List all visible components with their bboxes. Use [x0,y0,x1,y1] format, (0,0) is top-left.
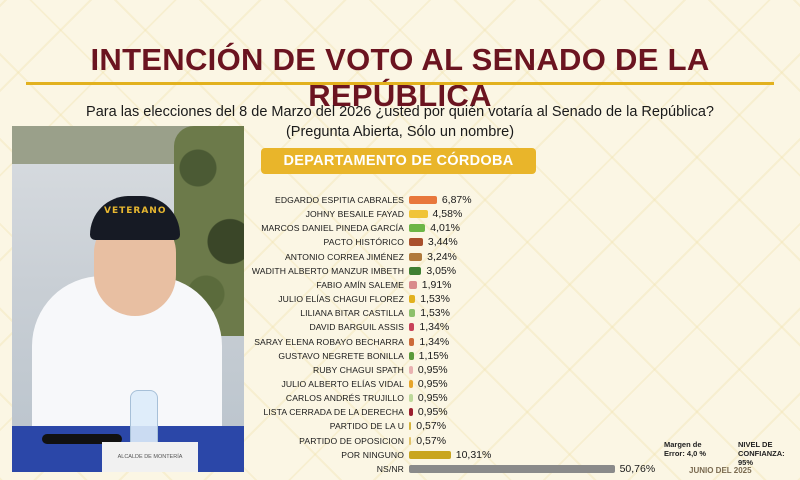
category-label: NS/NR [376,463,404,474]
bar [409,224,426,233]
category-label: DAVID BARGUIL ASSIS [309,322,404,333]
margin-line-1: Margen de [664,440,702,449]
photo-water-bottle [130,390,158,450]
category-label: PARTIDO DE LA U [329,421,404,432]
bar [409,379,413,388]
confidence-note: NIVEL DE CONFIANZA: 95% [738,440,800,467]
question-line-1: Para las elecciones del 8 de Marzo del 2… [86,104,714,120]
photo-cap [90,196,180,240]
category-label: MARCOS DANIEL PINEDA GARCÍA [261,223,404,234]
category-label: WADITH ALBERTO MANZUR IMBETH [251,265,404,276]
category-label: ANTONIO CORREA JIMÉNEZ [284,251,404,262]
category-label: GUSTAVO NEGRETE BONILLA [278,350,404,361]
bar [409,196,437,204]
value-label: 1,15% [418,349,449,362]
confidence-line-2: CONFIANZA: 95% [738,449,785,467]
category-label: FABIO AMÍN SALEME [316,279,404,290]
value-label: 0,95% [417,377,448,390]
bar [409,450,451,459]
category-label: PACTO HISTÓRICO [323,237,404,248]
bar [409,464,615,473]
value-label: 0,95% [417,392,448,405]
bar [409,309,416,318]
value-label: 1,34% [419,335,450,348]
bar [409,280,417,289]
value-label: 0,95% [417,406,448,419]
bar [409,351,414,360]
category-label: LISTA CERRADA DE LA DERECHA [263,407,404,418]
photo-cap-text: VETERANO [104,206,167,216]
category-label: LILIANA BITAR CASTILLA [300,308,404,319]
confidence-line-1: NIVEL DE [738,440,773,449]
bar [409,295,416,304]
bar [409,365,413,374]
bar [409,210,428,219]
margin-of-error-note: Margen de Error: 4,0 % [664,440,706,458]
bar [409,252,423,261]
value-label: 1,53% [420,307,450,320]
value-label: 0,57% [416,420,447,433]
value-label: 3,05% [426,264,457,277]
category-label: JULIO ALBERTO ELÍAS VIDAL [281,378,404,389]
value-label: 4,58% [432,208,463,221]
survey-question: Para las elecciones del 8 de Marzo del 2… [0,102,800,142]
value-label: 0,95% [417,363,448,376]
category-label: JOHNY BESAILE FAYAD [305,209,404,220]
candidate-photo: VETERANO ALCALDE DE MONTERÍA [12,126,244,472]
bar [409,323,415,332]
value-label: 4,01% [430,222,461,235]
bar [409,408,413,417]
bar [409,436,412,445]
category-label: JULIO ELÍAS CHAGUI FLOREZ [278,294,404,305]
margin-line-2: Error: 4,0 % [664,449,707,458]
bar [409,422,412,431]
category-label: EDGARDO ESPITIA CABRALES [275,195,404,205]
bar [409,337,415,346]
value-label: 3,44% [427,236,458,249]
category-label: SARAY ELENA ROBAYO BECHARRA [254,336,404,347]
photo-microphone [42,434,122,444]
photo-nameplate: ALCALDE DE MONTERÍA [102,442,198,472]
category-label: RUBY CHAGUI SPATH [313,364,404,375]
survey-date: JUNIO DEL 2025 [689,466,752,475]
bar [409,266,422,275]
value-label: 10,31% [455,448,492,461]
category-label: CARLOS ANDRÉS TRUJILLO [285,393,404,404]
bar [409,238,423,247]
value-label: 3,24% [427,250,457,263]
question-line-2: (Pregunta Abierta, Sólo un nombre) [285,124,515,140]
value-label: 1,91% [421,278,452,291]
department-badge: DEPARTAMENTO DE CÓRDOBA [261,148,536,174]
value-label: 1,34% [419,321,450,334]
category-label: POR NINGUNO [341,449,404,460]
value-label: 1,53% [420,293,450,306]
bar [409,394,413,403]
title-underline [26,82,774,85]
category-label: PARTIDO DE OPOSICION [299,435,404,446]
value-label: 50,76% [619,462,656,475]
value-label: 0,57% [416,434,447,447]
value-label: 6,87% [441,194,472,206]
